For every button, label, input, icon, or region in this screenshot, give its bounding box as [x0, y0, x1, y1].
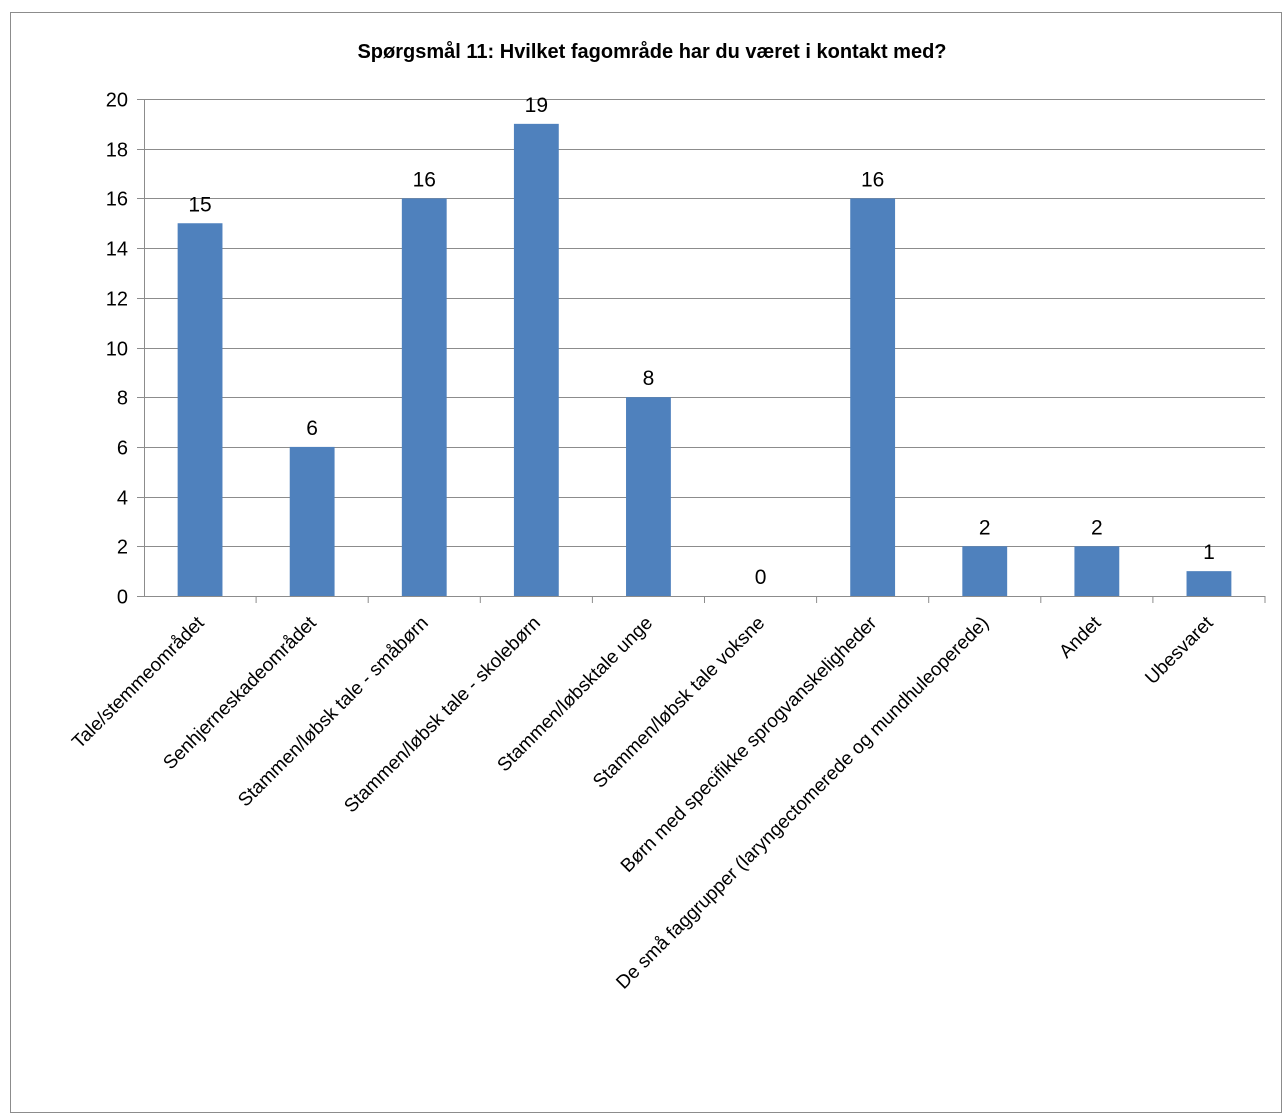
y-axis-tick-label: 6	[117, 438, 128, 460]
bar	[289, 446, 335, 596]
bar	[626, 397, 671, 596]
y-axis-tick-label: 0	[117, 587, 128, 609]
y-axis-tick-label: 14	[106, 239, 128, 261]
y-axis-tick-label: 16	[106, 189, 128, 211]
data-label: 6	[306, 417, 318, 440]
data-label: 15	[188, 193, 211, 216]
chart-frame: Spørgsmål 11: Hvilket fagområde har du v…	[10, 12, 1282, 1113]
bars	[177, 123, 1232, 596]
data-label: 1	[1203, 541, 1215, 564]
bar	[850, 198, 896, 596]
bar	[177, 223, 223, 596]
data-label: 2	[1091, 516, 1103, 539]
bar	[1186, 571, 1232, 596]
y-axis-tick-label: 10	[106, 339, 128, 361]
data-labels: 15 6 16 19 8 0 16 2 2 1	[188, 94, 1214, 589]
data-label: 2	[979, 516, 991, 539]
bar	[1074, 546, 1120, 596]
bar	[513, 123, 559, 596]
data-label: 8	[643, 367, 655, 390]
y-axis-tick-label: 20	[106, 90, 128, 112]
y-axis-tick-label: 2	[117, 537, 128, 559]
x-axis-category-label: Stammen/løbsk tale - skolebørn	[340, 613, 544, 817]
axes	[137, 99, 1266, 603]
data-label: 16	[861, 168, 884, 191]
x-axis-category-label: Børn med specifikke sprogvanskeligheder	[617, 612, 882, 877]
bar-chart: Spørgsmål 11: Hvilket fagområde har du v…	[68, 40, 1266, 993]
x-axis-category-labels: Tale/stemmeområdetSenhjerneskadeområdetS…	[68, 612, 1218, 993]
data-label: 16	[413, 168, 436, 191]
x-axis-category-label: Andet	[1055, 612, 1105, 662]
y-axis-tick-label: 12	[106, 289, 128, 311]
x-axis-category-label: Stammen/løbsk tale - småbørn	[234, 613, 433, 812]
data-label: 0	[755, 566, 767, 589]
y-axis-tick-label: 4	[117, 488, 128, 510]
chart-title: Spørgsmål 11: Hvilket fagområde har du v…	[357, 40, 946, 63]
bar	[962, 546, 1008, 596]
y-axis-tick-label: 18	[106, 140, 128, 162]
y-axis-tick-label: 8	[117, 388, 128, 410]
bar	[401, 198, 447, 596]
x-axis-category-label: De små faggrupper (laryngectomerede og m…	[612, 613, 993, 994]
data-label: 19	[525, 94, 548, 117]
y-axis-tick-labels: 0 2 4 6 8 10 12 14 16 18 20	[106, 90, 128, 609]
x-axis-category-label: Ubesvaret	[1141, 612, 1218, 689]
